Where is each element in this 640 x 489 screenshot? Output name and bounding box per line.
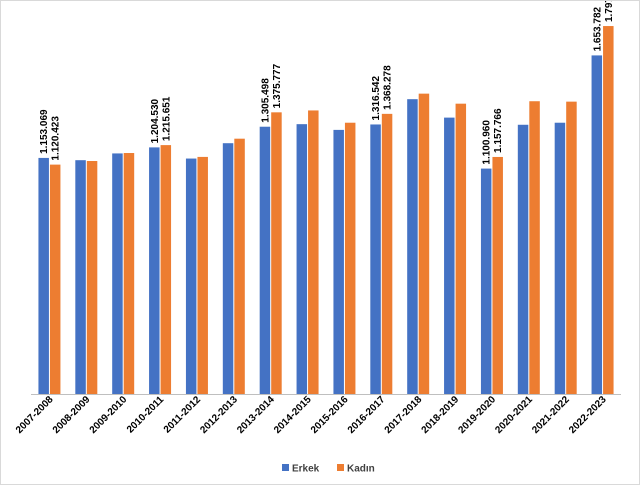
data-label-erkek-2007-2008: 1.153.069 [39,109,50,154]
bar-erkek-2009-2010 [112,153,123,394]
bar-kad-n-2013-2014 [271,112,282,394]
bar-erkek-2011-2012 [185,158,197,394]
bar-erkek-2015-2016 [333,129,344,394]
bar-kad-n-2021-2022 [566,101,577,394]
data-label-erkek-2016-2017: 1.316.542 [371,76,382,121]
legend-swatch-kad-n [337,464,344,471]
bar-kad-n-2011-2012 [197,156,208,394]
bar-kad-n-2009-2010 [123,153,135,394]
x-tick-label-2022-2023: 2022-2023 [567,394,609,436]
bar-kad-n-2015-2016 [344,122,356,394]
legend: Erkek Kadın [282,464,375,475]
legend-swatch-erkek [282,464,289,471]
bar-erkek-2008-2009 [75,160,86,394]
bar-erkek-2022-2023 [591,55,603,394]
bar-erkek-2013-2014 [259,126,271,394]
bar-kad-n-2019-2020 [492,156,503,394]
legend-label-erkek: Erkek [292,464,320,475]
bar-erkek-2018-2019 [444,117,455,395]
bar-erkek-2016-2017 [370,124,381,395]
x-tick-labels-group: 2007-20082008-20092009-20102010-20112011… [14,394,609,436]
bar-erkek-2019-2020 [480,168,492,394]
x-tick-label-2010-2011: 2010-2011 [125,394,167,436]
data-label-kad-n-2019-2020: 1.157.766 [493,108,504,153]
data-label-erkek-2010-2011: 1.204.530 [150,98,161,143]
x-tick-label-2009-2010: 2009-2010 [88,394,130,436]
bar-kad-n-2016-2017 [381,113,393,395]
x-tick-label-2019-2020: 2019-2020 [456,394,498,436]
data-label-kad-n-2016-2017: 1.368.278 [383,65,394,110]
data-label-erkek-2022-2023: 1.653.782 [592,6,603,51]
bar-kad-n-2020-2021 [529,101,540,394]
legend-label-kad-n: Kadın [347,464,375,475]
data-label-erkek-2019-2020: 1.100.960 [482,120,493,165]
x-tick-label-2011-2012: 2011-2012 [162,394,204,436]
x-tick-label-2015-2016: 2015-2016 [309,394,351,436]
x-tick-label-2012-2013: 2012-2013 [198,394,240,436]
bar-kad-n-2010-2011 [160,145,172,394]
data-label-erkek-2013-2014: 1.305.498 [260,78,271,123]
bar-erkek-2020-2021 [517,124,529,395]
bar-kad-n-2022-2023 [603,26,614,395]
data-label-kad-n-2007-2008: 1.120.423 [51,116,62,161]
data-label-kad-n-2013-2014: 1.375.777 [272,63,283,108]
x-tick-label-2020-2021: 2020-2021 [493,394,535,436]
x-tick-label-2018-2019: 2018-2019 [420,394,462,436]
x-tick-label-2017-2018: 2017-2018 [383,394,425,436]
data-labels-group: 1.153.069 1.120.423 1.204.530 1.215.651 1.30… [39,0,615,165]
bars-group [38,26,614,395]
bar-erkek-2021-2022 [554,122,566,394]
x-tick-label-2021-2022: 2021-2022 [530,394,572,436]
bar-kad-n-2012-2013 [234,138,245,394]
data-label-kad-n-2010-2011: 1.215.651 [161,96,172,141]
bar-kad-n-2017-2018 [418,93,430,395]
bar-kad-n-2018-2019 [455,103,467,395]
x-tick-label-2013-2014: 2013-2014 [235,394,277,436]
x-tick-label-2008-2009: 2008-2009 [51,394,93,436]
bar-kad-n-2008-2009 [86,161,98,394]
bar-kad-n-2007-2008 [49,164,61,394]
x-tick-label-2014-2015: 2014-2015 [272,394,314,436]
x-tick-label-2007-2008: 2007-2008 [14,394,56,436]
bar-erkek-2014-2015 [296,124,308,394]
bar-erkek-2007-2008 [38,157,49,394]
bar-erkek-2012-2013 [222,143,234,394]
bar-kad-n-2014-2015 [308,110,319,394]
bar-erkek-2010-2011 [149,147,160,394]
x-tick-label-2016-2017: 2016-2017 [346,394,388,436]
data-label-kad-n-2022-2023: 1.797.171 [604,1,615,22]
bar-erkek-2017-2018 [407,99,418,395]
